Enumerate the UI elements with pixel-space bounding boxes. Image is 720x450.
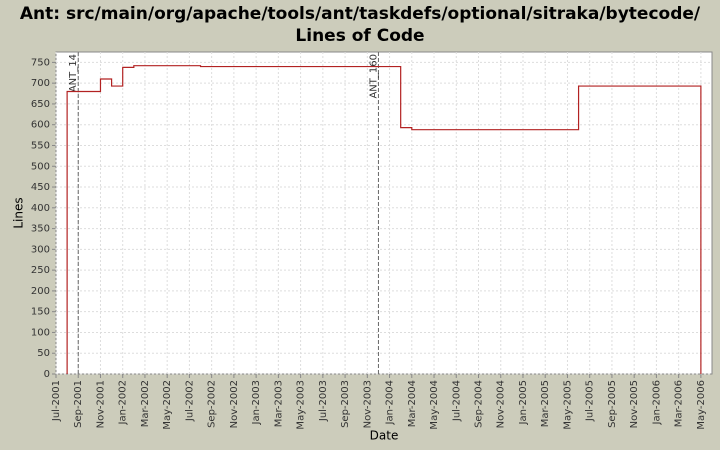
x-tick-label: Nov-2004 bbox=[496, 380, 507, 428]
marker-label: ANT_14 bbox=[68, 54, 79, 92]
x-tick-label: Jul-2002 bbox=[184, 380, 195, 422]
x-tick-label: Jan-2003 bbox=[251, 380, 262, 425]
marker-label: ANT_160 bbox=[368, 54, 379, 99]
y-tick-label: 500 bbox=[31, 161, 50, 172]
x-tick-label: Nov-2002 bbox=[229, 380, 240, 428]
y-tick-label: 600 bbox=[31, 120, 50, 131]
data-line bbox=[66, 65, 702, 374]
x-tick-label: Nov-2005 bbox=[629, 380, 640, 428]
x-tick-label: Jul-2003 bbox=[318, 380, 329, 422]
x-tick-label: May-2003 bbox=[296, 380, 307, 430]
y-tick-label: 0 bbox=[44, 369, 50, 380]
y-tick-label: 200 bbox=[31, 286, 50, 297]
x-tick-label: May-2005 bbox=[562, 380, 573, 430]
y-tick-label: 550 bbox=[31, 140, 50, 151]
x-tick-label: May-2004 bbox=[429, 380, 440, 430]
y-tick-label: 350 bbox=[31, 224, 50, 235]
x-tick-label: Mar-2004 bbox=[407, 380, 418, 427]
x-tick-label: Sep-2001 bbox=[73, 380, 84, 428]
y-tick-label: 700 bbox=[31, 78, 50, 89]
y-tick-label: 250 bbox=[31, 265, 50, 276]
x-tick-label: Jul-2004 bbox=[451, 380, 462, 422]
y-tick-label: 300 bbox=[31, 244, 50, 255]
chart-title: Ant: src/main/org/apache/tools/ant/taskd… bbox=[19, 4, 701, 46]
y-tick-label: 100 bbox=[31, 327, 50, 338]
y-tick-label: 150 bbox=[31, 307, 50, 318]
x-tick-label: Jan-2006 bbox=[651, 380, 662, 425]
x-tick-label: Sep-2002 bbox=[207, 380, 218, 428]
x-tick-label: Mar-2006 bbox=[674, 380, 685, 427]
x-tick-label: Mar-2005 bbox=[540, 380, 551, 427]
x-axis-label: Date bbox=[370, 429, 399, 443]
x-tick-label: Jan-2005 bbox=[518, 380, 529, 425]
x-tick-label: Mar-2002 bbox=[140, 380, 151, 427]
x-tick-label: Nov-2001 bbox=[95, 380, 106, 428]
x-tick-label: Sep-2003 bbox=[340, 380, 351, 428]
x-tick-label: Sep-2005 bbox=[607, 380, 618, 428]
y-tick-label: 400 bbox=[31, 203, 50, 214]
y-tick-label: 750 bbox=[31, 57, 50, 68]
y-tick-label: 450 bbox=[31, 182, 50, 193]
y-tick-label: 650 bbox=[31, 99, 50, 110]
y-axis-label: Lines bbox=[12, 197, 26, 228]
x-tick-label: Sep-2004 bbox=[474, 380, 485, 428]
x-tick-label: Jan-2002 bbox=[118, 380, 129, 425]
plot-area bbox=[55, 51, 713, 375]
x-tick-label: Jan-2004 bbox=[385, 380, 396, 425]
x-tick-label: Mar-2003 bbox=[273, 380, 284, 427]
x-tick-label: Jul-2001 bbox=[51, 380, 62, 422]
x-tick-label: May-2002 bbox=[162, 380, 173, 430]
x-tick-label: Jul-2005 bbox=[585, 380, 596, 422]
x-tick-label: Nov-2003 bbox=[362, 380, 373, 428]
y-tick-label: 50 bbox=[37, 348, 50, 359]
x-tick-label: May-2006 bbox=[696, 380, 707, 430]
